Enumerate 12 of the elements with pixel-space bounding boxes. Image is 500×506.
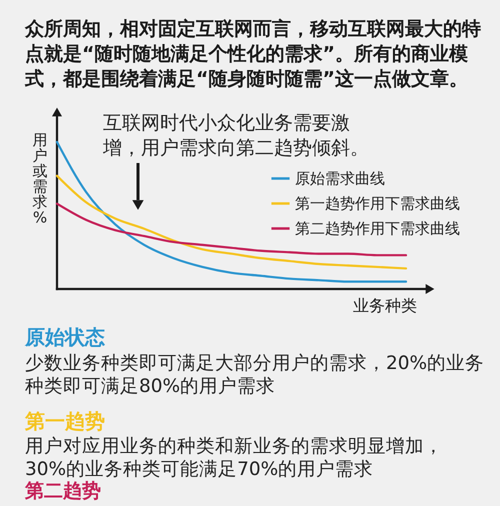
- text: 第二趋势: [24, 480, 101, 502]
- text: 原始状态: [24, 325, 105, 349]
- legend-label: 第一趋势作用下需求曲线: [295, 194, 460, 212]
- legend-label: 第二趋势作用下需求曲线: [295, 220, 460, 238]
- annotation: 互联网时代小众化业务需要激增，用户需求向第二趋势倾斜。: [102, 112, 369, 159]
- legend-label: 原始需求曲线: [295, 170, 385, 188]
- chart-title: 众所周知，相对固定互联网而言，移动互联网最大的特点就是“随时随地满足个性化的需求”。所有的商业模式，都是围绕着满足“随身随时随需”这一点做文章。: [24, 18, 481, 90]
- y-axis-title: 用户或需求%: [32, 131, 48, 226]
- text: 用户对应用业务的种类和新业务的需求明显增加，30%的业务种类可能满足70%的用户需求: [25, 435, 443, 480]
- x-axis-title: 业务种类: [353, 296, 417, 315]
- text: 第一趋势: [24, 409, 105, 433]
- text: 少数业务种类即可满足大部分用户的需求，20%的业务种类即可满足80%的用户需求: [25, 352, 484, 397]
